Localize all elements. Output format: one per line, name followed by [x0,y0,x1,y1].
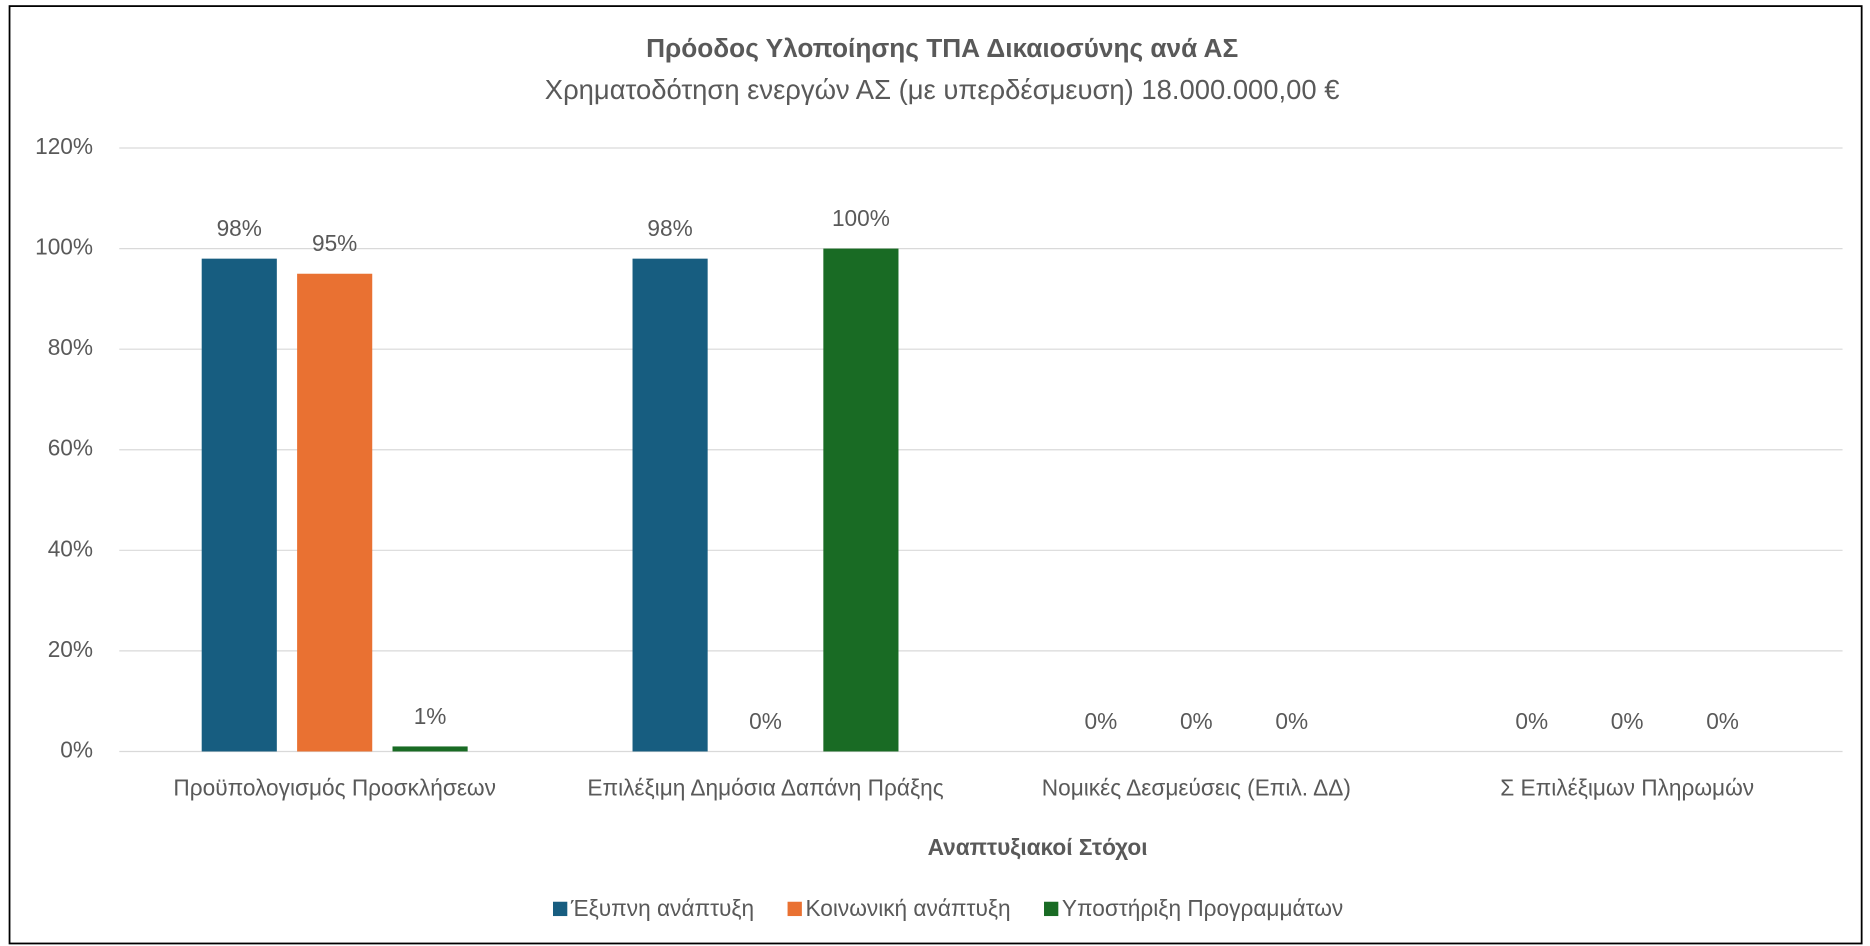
x-tick-label: Προϋπολογισμός Προσκλήσεων [173,775,496,801]
chart-title: Πρόοδος Υλοποίησης ΤΠΑ Δικαιοσύνης ανά Α… [646,33,1238,63]
value-label: 100% [832,205,890,231]
value-label: 0% [1611,708,1644,734]
value-label: 0% [1085,708,1118,734]
x-tick-label: Επιλέξιμη Δημόσια Δαπάνη Πράξης [587,775,943,801]
legend-swatch [1044,901,1059,917]
bar [632,258,708,752]
legend-label: Κοινωνική ανάπτυξη [805,895,1010,921]
y-tick-label: 80% [48,334,93,360]
legend-swatch [552,901,568,917]
y-tick-label: 60% [48,435,93,461]
value-label: 98% [647,215,692,241]
x-axis-title: Αναπτυξιακοί Στόχοι [928,834,1148,860]
value-label: 0% [749,708,782,734]
legend-label: Έξυπνη ανάπτυξη [570,895,754,921]
x-tick-label: Σ Επιλέξιμων Πληρωμών [1500,775,1754,801]
value-label: 95% [312,230,357,256]
value-label: 0% [1706,708,1739,734]
y-tick-label: 0% [60,736,93,762]
y-tick-label: 100% [35,234,93,260]
value-label: 1% [414,703,447,729]
legend-swatch [787,901,802,917]
bar [392,746,468,752]
value-label: 0% [1515,708,1548,734]
x-tick-label: Νομικές Δεσμεύσεις (Επιλ. ΔΔ) [1042,775,1351,801]
legend-label: Υποστήριξη Προγραμμάτων [1062,895,1343,921]
bar [823,248,899,752]
value-label: 0% [1275,708,1308,734]
y-tick-label: 40% [48,535,93,561]
value-label: 98% [217,215,262,241]
bar [201,258,277,752]
y-tick-label: 20% [48,636,93,662]
bar [297,273,373,752]
value-label: 0% [1180,708,1213,734]
chart-subtitle: Χρηματοδότηση ενεργών ΑΣ (με υπερδέσμευσ… [545,74,1340,105]
y-tick-label: 120% [35,133,93,159]
chart-frame [8,5,1863,945]
